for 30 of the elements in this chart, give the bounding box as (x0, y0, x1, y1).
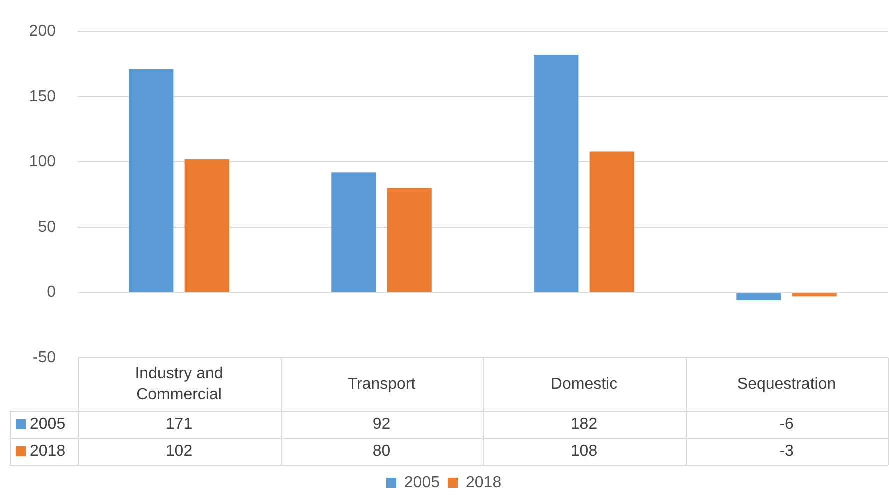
bar (792, 293, 837, 297)
bar (736, 293, 782, 301)
x-tick-label: Industry and Commercial (135, 365, 224, 404)
bar (387, 188, 432, 292)
x-tick-label: Sequestration (737, 376, 836, 393)
y-tick-label: -50 (32, 349, 56, 366)
x-tick-label: Domestic (550, 376, 618, 393)
data-label: 102 (166, 442, 193, 460)
bar (590, 152, 634, 292)
bar (184, 160, 230, 292)
y-tick-label: 200 (29, 23, 56, 40)
text: 2005 (404, 474, 440, 492)
data-label: 108 (570, 442, 598, 460)
data-label: 92 (372, 416, 391, 433)
bar (332, 172, 376, 292)
legend-label: 2005 (30, 416, 66, 433)
legend-label: 2018 (466, 474, 502, 492)
y-tick-label: 100 (29, 154, 56, 171)
x-tick-label: Transport (348, 376, 416, 393)
bar (129, 69, 174, 292)
data-label: -6 (780, 416, 794, 433)
y-tick-label: 0 (47, 284, 56, 302)
text: 2018 (30, 442, 66, 460)
bar (534, 55, 579, 292)
data-label: 171 (166, 416, 193, 433)
data-label: 182 (570, 416, 598, 433)
data-label: 80 (372, 442, 391, 460)
y-tick-label: 150 (29, 88, 56, 106)
data-label: -3 (780, 442, 794, 460)
y-tick-label: 50 (38, 218, 56, 236)
